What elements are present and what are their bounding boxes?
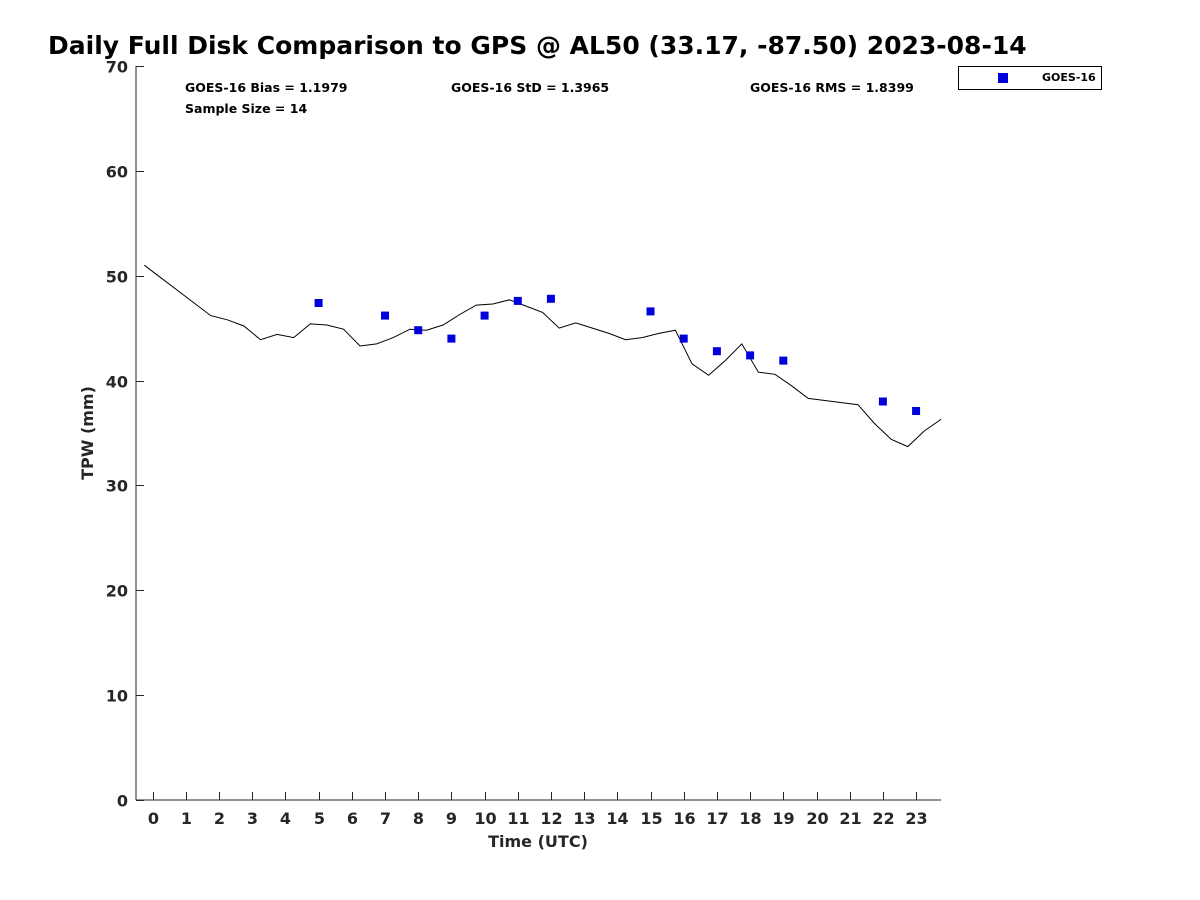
x-tick-label: 13 — [573, 809, 595, 828]
data-point — [546, 294, 555, 303]
line-series — [143, 264, 942, 448]
data-point — [646, 307, 655, 316]
legend-marker — [998, 73, 1008, 83]
data-point — [878, 397, 887, 406]
data-point — [414, 326, 423, 335]
x-tick-label: 6 — [347, 809, 358, 828]
x-tick-label: 5 — [314, 809, 325, 828]
data-point — [513, 296, 522, 305]
data-point — [314, 299, 323, 307]
x-tick-label: 10 — [474, 809, 496, 828]
data-point — [746, 351, 755, 360]
x-tick-label: 1 — [181, 809, 192, 828]
legend-box — [958, 66, 1102, 90]
x-tick-label: 19 — [772, 809, 794, 828]
x-tick-label: 18 — [739, 809, 761, 828]
data-point — [712, 347, 721, 356]
x-tick-label: 15 — [640, 809, 662, 828]
rms-stat: GOES-16 RMS = 1.8399 — [750, 80, 914, 95]
x-axis-label: Time (UTC) — [488, 832, 588, 851]
chart-title: Daily Full Disk Comparison to GPS @ AL50… — [48, 31, 1027, 60]
y-tick-label: 70 — [106, 58, 128, 77]
y-axis-label: TPW (mm) — [78, 386, 97, 480]
bias-stat: GOES-16 Bias = 1.1979 — [185, 80, 347, 95]
x-tick-label: 3 — [247, 809, 258, 828]
x-tick-label: 4 — [280, 809, 291, 828]
data-point — [447, 334, 456, 343]
x-tick-label: 23 — [905, 809, 927, 828]
x-tick-label: 12 — [540, 809, 562, 828]
y-tick-label: 60 — [106, 163, 128, 182]
x-tick-label: 7 — [380, 809, 391, 828]
gps-line — [143, 264, 942, 448]
x-tick-label: 17 — [706, 809, 728, 828]
x-tick-label: 14 — [606, 809, 628, 828]
y-tick-label: 40 — [106, 373, 128, 392]
x-tick-label: 16 — [673, 809, 695, 828]
sample-size-stat: Sample Size = 14 — [185, 101, 307, 116]
std-stat: GOES-16 StD = 1.3965 — [451, 80, 609, 95]
x-tick-label: 21 — [839, 809, 861, 828]
x-tick-label: 2 — [214, 809, 225, 828]
legend-label: GOES-16 — [1042, 71, 1096, 84]
data-point — [480, 311, 489, 320]
x-tick-label: 8 — [413, 809, 424, 828]
y-tick-label: 20 — [106, 582, 128, 601]
y-tick-label: 10 — [106, 687, 128, 706]
y-tick-label: 0 — [117, 792, 128, 811]
data-point — [679, 334, 688, 343]
data-point — [779, 356, 788, 365]
data-point — [381, 311, 389, 320]
x-tick-label: 20 — [806, 809, 828, 828]
x-tick-label: 0 — [148, 809, 159, 828]
x-tick-label: 9 — [446, 809, 457, 828]
x-tick-label: 11 — [507, 809, 529, 828]
y-tick-label: 30 — [106, 477, 128, 496]
legend: GOES-16 — [958, 66, 1102, 90]
y-tick-label: 50 — [106, 268, 128, 287]
scatter-series — [314, 294, 921, 415]
x-tick-label: 22 — [872, 809, 894, 828]
data-point — [912, 407, 921, 415]
